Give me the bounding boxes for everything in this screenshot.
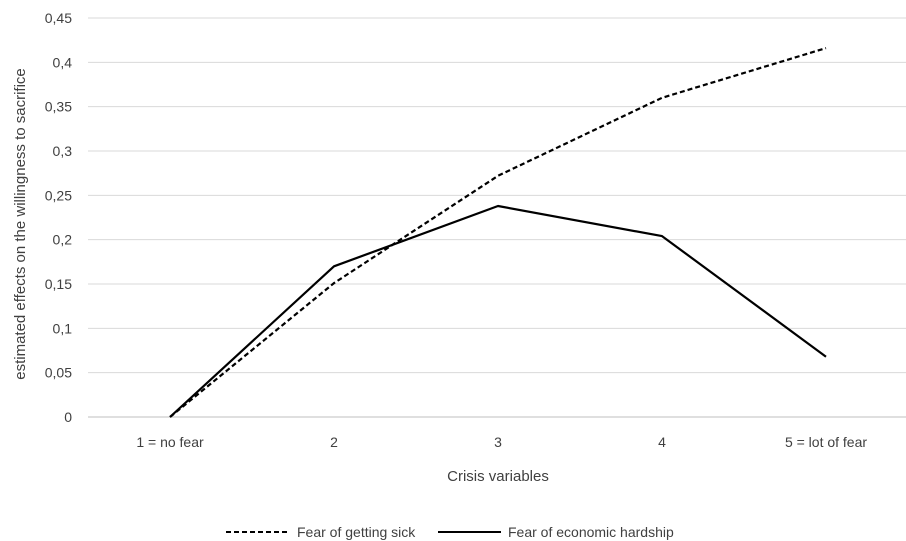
x-axis-title: Crisis variables bbox=[447, 468, 549, 485]
y-tick-label: 0,45 bbox=[45, 10, 72, 26]
y-tick-label: 0,3 bbox=[53, 143, 73, 159]
legend: Fear of getting sick Fear of economic ha… bbox=[226, 524, 674, 540]
x-tick-label: 4 bbox=[658, 434, 666, 450]
y-tick-label: 0,25 bbox=[45, 187, 72, 203]
legend-label-fear-of-getting-sick: Fear of getting sick bbox=[297, 524, 416, 540]
y-tick-label: 0,05 bbox=[45, 365, 72, 381]
series-lines bbox=[169, 47, 827, 418]
x-tick-label: 3 bbox=[494, 434, 502, 450]
x-tick-label: 2 bbox=[330, 434, 338, 450]
x-tick-label: 1 = no fear bbox=[136, 434, 204, 450]
y-tick-label: 0,15 bbox=[45, 276, 72, 292]
y-tick-label: 0,1 bbox=[53, 320, 73, 336]
y-axis-tick-labels: 0 0,05 0,1 0,15 0,2 0,25 0,3 0,35 0,4 0,45 bbox=[45, 10, 72, 425]
x-axis-tick-labels: 1 = no fear 2 3 4 5 = lot of fear bbox=[136, 434, 867, 450]
x-tick-label: 5 = lot of fear bbox=[785, 434, 867, 450]
series-line-fear-of-economic-hardship bbox=[169, 204, 827, 418]
y-tick-label: 0,2 bbox=[53, 232, 73, 248]
series-line-fear-of-getting-sick bbox=[169, 47, 827, 418]
legend-label-fear-of-economic-hardship: Fear of economic hardship bbox=[508, 524, 674, 540]
y-axis-title: estimated effects on the willingness to … bbox=[12, 68, 29, 380]
y-tick-label: 0 bbox=[64, 409, 72, 425]
y-tick-label: 0,4 bbox=[53, 54, 73, 70]
y-tick-label: 0,35 bbox=[45, 99, 72, 115]
gridlines bbox=[88, 17, 906, 418]
